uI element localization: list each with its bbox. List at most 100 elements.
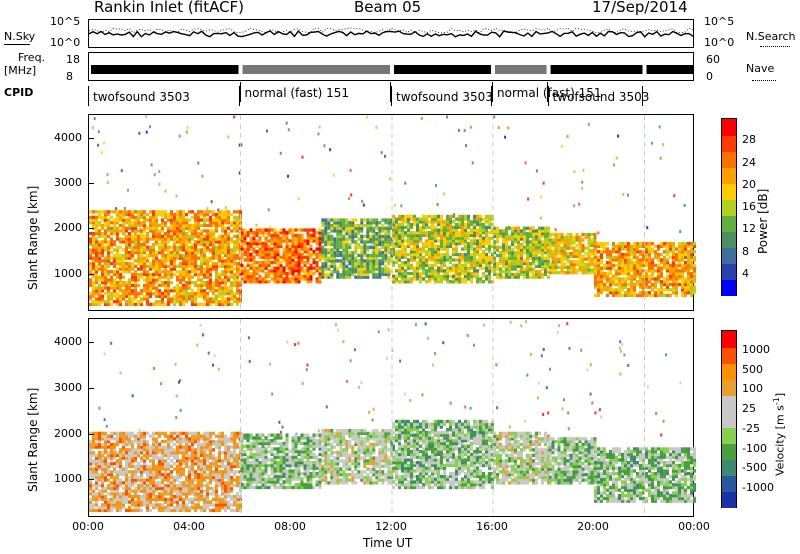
echo-cell bbox=[584, 271, 588, 275]
echo-cell bbox=[182, 237, 185, 241]
echo-cell bbox=[560, 232, 564, 237]
echo-cell bbox=[110, 286, 113, 290]
echo-cell bbox=[666, 277, 669, 281]
echo-cell bbox=[345, 256, 349, 260]
echo-cell bbox=[227, 264, 230, 269]
echo-cell bbox=[164, 264, 167, 269]
echo-cell bbox=[89, 264, 92, 269]
echo-cell bbox=[209, 283, 212, 288]
echo-cell bbox=[401, 252, 404, 257]
echo-cell bbox=[327, 223, 331, 228]
echo-cell bbox=[606, 261, 609, 265]
echo-cell bbox=[98, 489, 101, 493]
echo-cell bbox=[398, 217, 401, 221]
echo-cell bbox=[182, 302, 185, 307]
echo-cell bbox=[92, 489, 95, 493]
echo-cell bbox=[351, 256, 355, 260]
echo-cell bbox=[173, 251, 176, 255]
echo-cell bbox=[681, 250, 684, 254]
echo-cell bbox=[363, 270, 367, 274]
echo-cell bbox=[642, 242, 645, 246]
echo-cell bbox=[110, 508, 113, 513]
echo-cell bbox=[122, 294, 125, 298]
echo-cell bbox=[158, 302, 161, 307]
echo-cell bbox=[345, 267, 349, 271]
echo-cell bbox=[502, 261, 505, 266]
echo-cell bbox=[267, 274, 271, 278]
echo-cell bbox=[587, 265, 591, 269]
echo-cell bbox=[432, 363, 435, 367]
echo-cell bbox=[434, 236, 437, 240]
echo-cell bbox=[152, 505, 155, 510]
echo-cell bbox=[645, 263, 648, 268]
echo-cell bbox=[687, 269, 690, 273]
echo-cell bbox=[258, 239, 262, 243]
echo-cell bbox=[544, 261, 547, 266]
echo-cell bbox=[476, 217, 479, 221]
echo-cell bbox=[131, 472, 134, 477]
echo-cell bbox=[137, 450, 140, 455]
echo-cell bbox=[469, 406, 472, 410]
echo-cell bbox=[573, 170, 576, 174]
echo-cell bbox=[297, 239, 301, 243]
echo-cell bbox=[458, 231, 461, 235]
echo-cell bbox=[128, 439, 131, 444]
echo-cell bbox=[672, 271, 675, 276]
echo-cell bbox=[401, 214, 404, 219]
echo-cell bbox=[581, 246, 585, 250]
echo-cell bbox=[153, 366, 156, 370]
echo-cell bbox=[294, 280, 298, 284]
echo-cell bbox=[590, 252, 594, 256]
echo-cell bbox=[572, 235, 576, 239]
echo-cell bbox=[128, 289, 131, 293]
echo-cell bbox=[590, 271, 594, 275]
echo-cell bbox=[464, 255, 467, 259]
echo-cell bbox=[119, 472, 122, 477]
echo-cell bbox=[212, 234, 215, 239]
echo-cell bbox=[648, 247, 651, 251]
echo-cell bbox=[416, 255, 419, 259]
echo-cell bbox=[143, 272, 146, 277]
echo-cell bbox=[372, 229, 376, 233]
echo-cell bbox=[155, 450, 158, 455]
echo-cell bbox=[422, 250, 425, 254]
echo-cell bbox=[464, 269, 467, 273]
echo-cell bbox=[297, 266, 301, 270]
echo-cell bbox=[551, 260, 555, 264]
echo-cell bbox=[161, 281, 164, 285]
echo-cell bbox=[572, 271, 576, 275]
echo-cell bbox=[303, 263, 307, 268]
echo-cell bbox=[390, 226, 394, 230]
echo-cell bbox=[209, 229, 212, 233]
echo-cell bbox=[146, 472, 149, 477]
echo-cell bbox=[236, 218, 239, 222]
echo-cell bbox=[221, 251, 224, 255]
echo-cell bbox=[395, 274, 398, 278]
echo-cell bbox=[523, 251, 526, 255]
echo-cell bbox=[107, 229, 110, 233]
echo-cell bbox=[152, 481, 155, 485]
echo-cell bbox=[203, 275, 206, 279]
echo-cell bbox=[122, 431, 125, 436]
echo-cell bbox=[488, 266, 491, 270]
echo-cell bbox=[191, 251, 194, 255]
echo-cell bbox=[615, 263, 618, 268]
echo-cell bbox=[621, 242, 624, 246]
echo-cell bbox=[416, 231, 419, 235]
echo-cell bbox=[443, 192, 446, 196]
echo-cell bbox=[398, 269, 401, 273]
echo-cell bbox=[137, 489, 140, 493]
echo-cell bbox=[612, 258, 615, 262]
echo-cell bbox=[134, 478, 137, 482]
echo-cell bbox=[104, 256, 107, 260]
echo-cell bbox=[428, 271, 431, 276]
echo-cell bbox=[627, 291, 630, 295]
echo-cell bbox=[104, 237, 107, 241]
echo-cell bbox=[203, 234, 206, 239]
echo-cell bbox=[149, 503, 152, 507]
echo-cell bbox=[173, 300, 176, 304]
echo-cell bbox=[98, 450, 101, 455]
echo-cell bbox=[422, 214, 425, 219]
echo-cell bbox=[473, 217, 476, 221]
echo-cell bbox=[176, 291, 179, 296]
